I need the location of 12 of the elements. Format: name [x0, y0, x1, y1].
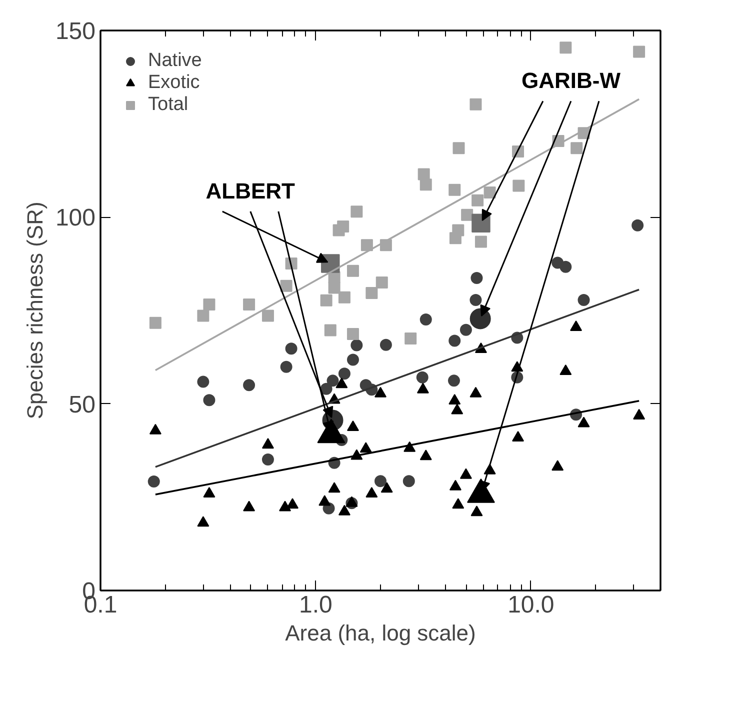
x-tick-label: 1.0: [299, 592, 332, 618]
annotation: GARIB-W: [521, 68, 621, 94]
y-tick-label: 150: [55, 18, 96, 45]
legend-label: Exotic: [148, 72, 200, 94]
y-axis-title: Species richness (SR): [22, 202, 48, 420]
annotation: ALBERT: [206, 178, 296, 204]
y-tick-label: 100: [55, 204, 96, 232]
y-tick-label: 50: [68, 391, 96, 418]
legend-label: Total: [148, 94, 188, 116]
x-tick-label: 10.0: [508, 592, 554, 618]
x-axis-title: Area (ha, log scale): [285, 620, 476, 646]
legend-label: Native: [148, 50, 202, 72]
